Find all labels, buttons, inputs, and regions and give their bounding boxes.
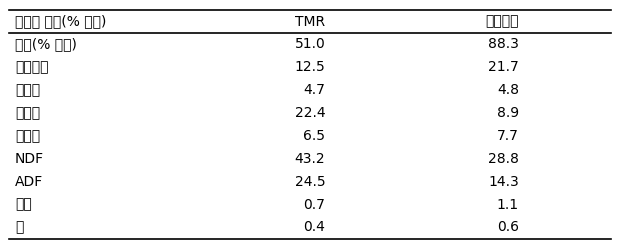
Text: 88.3: 88.3 bbox=[488, 37, 519, 51]
Text: 4.8: 4.8 bbox=[497, 83, 519, 97]
Text: 영양소 성분(% 건물): 영양소 성분(% 건물) bbox=[15, 14, 107, 29]
Text: 0.4: 0.4 bbox=[303, 220, 326, 235]
Text: 건물(% 원물): 건물(% 원물) bbox=[15, 37, 77, 51]
Text: 24.5: 24.5 bbox=[294, 175, 326, 189]
Text: 인: 인 bbox=[15, 220, 24, 235]
Text: 0.7: 0.7 bbox=[303, 198, 326, 212]
Text: 배합사료: 배합사료 bbox=[485, 14, 519, 29]
Text: 조섬유: 조섬유 bbox=[15, 106, 40, 120]
Text: 조지방: 조지방 bbox=[15, 83, 40, 97]
Text: 조회분: 조회분 bbox=[15, 129, 40, 143]
Text: TMR: TMR bbox=[295, 14, 326, 29]
Text: 14.3: 14.3 bbox=[488, 175, 519, 189]
Text: 51.0: 51.0 bbox=[294, 37, 326, 51]
Text: 칼슘: 칼슘 bbox=[15, 198, 32, 212]
Text: 43.2: 43.2 bbox=[294, 152, 326, 166]
Text: 0.6: 0.6 bbox=[497, 220, 519, 235]
Text: 28.8: 28.8 bbox=[488, 152, 519, 166]
Text: 4.7: 4.7 bbox=[303, 83, 326, 97]
Text: 조단백질: 조단백질 bbox=[15, 60, 48, 74]
Text: 22.4: 22.4 bbox=[294, 106, 326, 120]
Text: 6.5: 6.5 bbox=[303, 129, 326, 143]
Text: 7.7: 7.7 bbox=[497, 129, 519, 143]
Text: NDF: NDF bbox=[15, 152, 44, 166]
Text: 12.5: 12.5 bbox=[294, 60, 326, 74]
Text: 21.7: 21.7 bbox=[488, 60, 519, 74]
Text: ADF: ADF bbox=[15, 175, 43, 189]
Text: 1.1: 1.1 bbox=[497, 198, 519, 212]
Text: 8.9: 8.9 bbox=[497, 106, 519, 120]
